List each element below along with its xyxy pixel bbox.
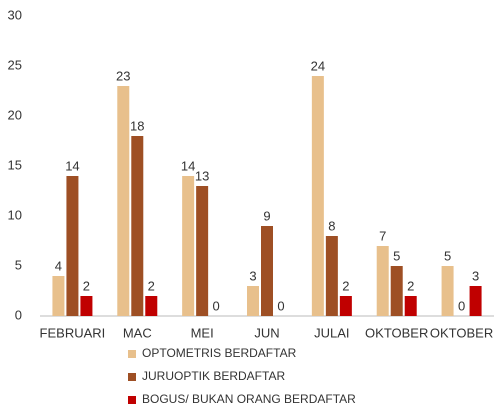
- bar: [261, 226, 273, 316]
- y-tick-label: 0: [15, 307, 22, 322]
- x-tick-label: MAC: [123, 325, 152, 340]
- legend-label: JURUOPTIK BERDAFTAR: [142, 369, 285, 383]
- bar: [66, 176, 79, 316]
- bar: [390, 266, 403, 316]
- bar: [376, 246, 389, 316]
- bar: [117, 86, 130, 316]
- data-label: 7: [379, 228, 386, 243]
- y-tick-label: 30: [8, 7, 22, 22]
- data-label: 3: [472, 268, 479, 283]
- bar: [469, 286, 482, 316]
- data-label: 2: [83, 278, 90, 293]
- data-label: 3: [249, 268, 256, 283]
- legend-label: BOGUS/ BUKAN ORANG BERDAFTAR: [142, 392, 356, 406]
- data-label: 2: [407, 278, 414, 293]
- bar: [311, 76, 324, 316]
- data-label: 24: [311, 58, 325, 73]
- bar: [145, 296, 158, 316]
- data-label: 2: [342, 278, 349, 293]
- x-tick-label: MEI: [191, 325, 214, 340]
- data-label: 8: [328, 218, 335, 233]
- data-label: 9: [263, 208, 270, 223]
- data-label: 14: [181, 158, 195, 173]
- x-tick-label: OKTOBER: [365, 325, 428, 340]
- legend-swatch: [128, 396, 136, 404]
- bar: [441, 266, 454, 316]
- bar: [247, 286, 259, 316]
- bar: [196, 186, 209, 316]
- bar: [404, 296, 417, 316]
- data-label: 0: [277, 298, 284, 313]
- bar: [131, 136, 144, 316]
- bar: [339, 296, 352, 316]
- data-label: 13: [195, 168, 209, 183]
- bar: [182, 176, 195, 316]
- data-label: 0: [213, 298, 220, 313]
- y-tick-label: 25: [8, 57, 22, 72]
- data-label: 18: [130, 118, 144, 133]
- bar: [325, 236, 338, 316]
- data-label: 4: [55, 258, 62, 273]
- x-tick-label: OKTOBER: [430, 325, 493, 340]
- bar: [80, 296, 93, 316]
- legend-label: OPTOMETRIS BERDAFTAR: [142, 346, 297, 360]
- y-tick-label: 5: [15, 257, 22, 272]
- data-label: 0: [458, 298, 465, 313]
- x-tick-label: JUN: [254, 325, 279, 340]
- legend-swatch: [128, 373, 136, 381]
- y-tick-label: 10: [8, 207, 22, 222]
- bar: [52, 276, 65, 316]
- x-tick-label: FEBRUARI: [40, 325, 106, 340]
- data-label: 2: [148, 278, 155, 293]
- data-label: 14: [65, 158, 79, 173]
- data-label: 5: [444, 248, 451, 263]
- x-tick-label: JULAI: [314, 325, 349, 340]
- y-tick-label: 15: [8, 157, 22, 172]
- data-label: 23: [116, 68, 130, 83]
- y-tick-label: 20: [8, 107, 22, 122]
- data-label: 5: [393, 248, 400, 263]
- legend-swatch: [128, 350, 136, 358]
